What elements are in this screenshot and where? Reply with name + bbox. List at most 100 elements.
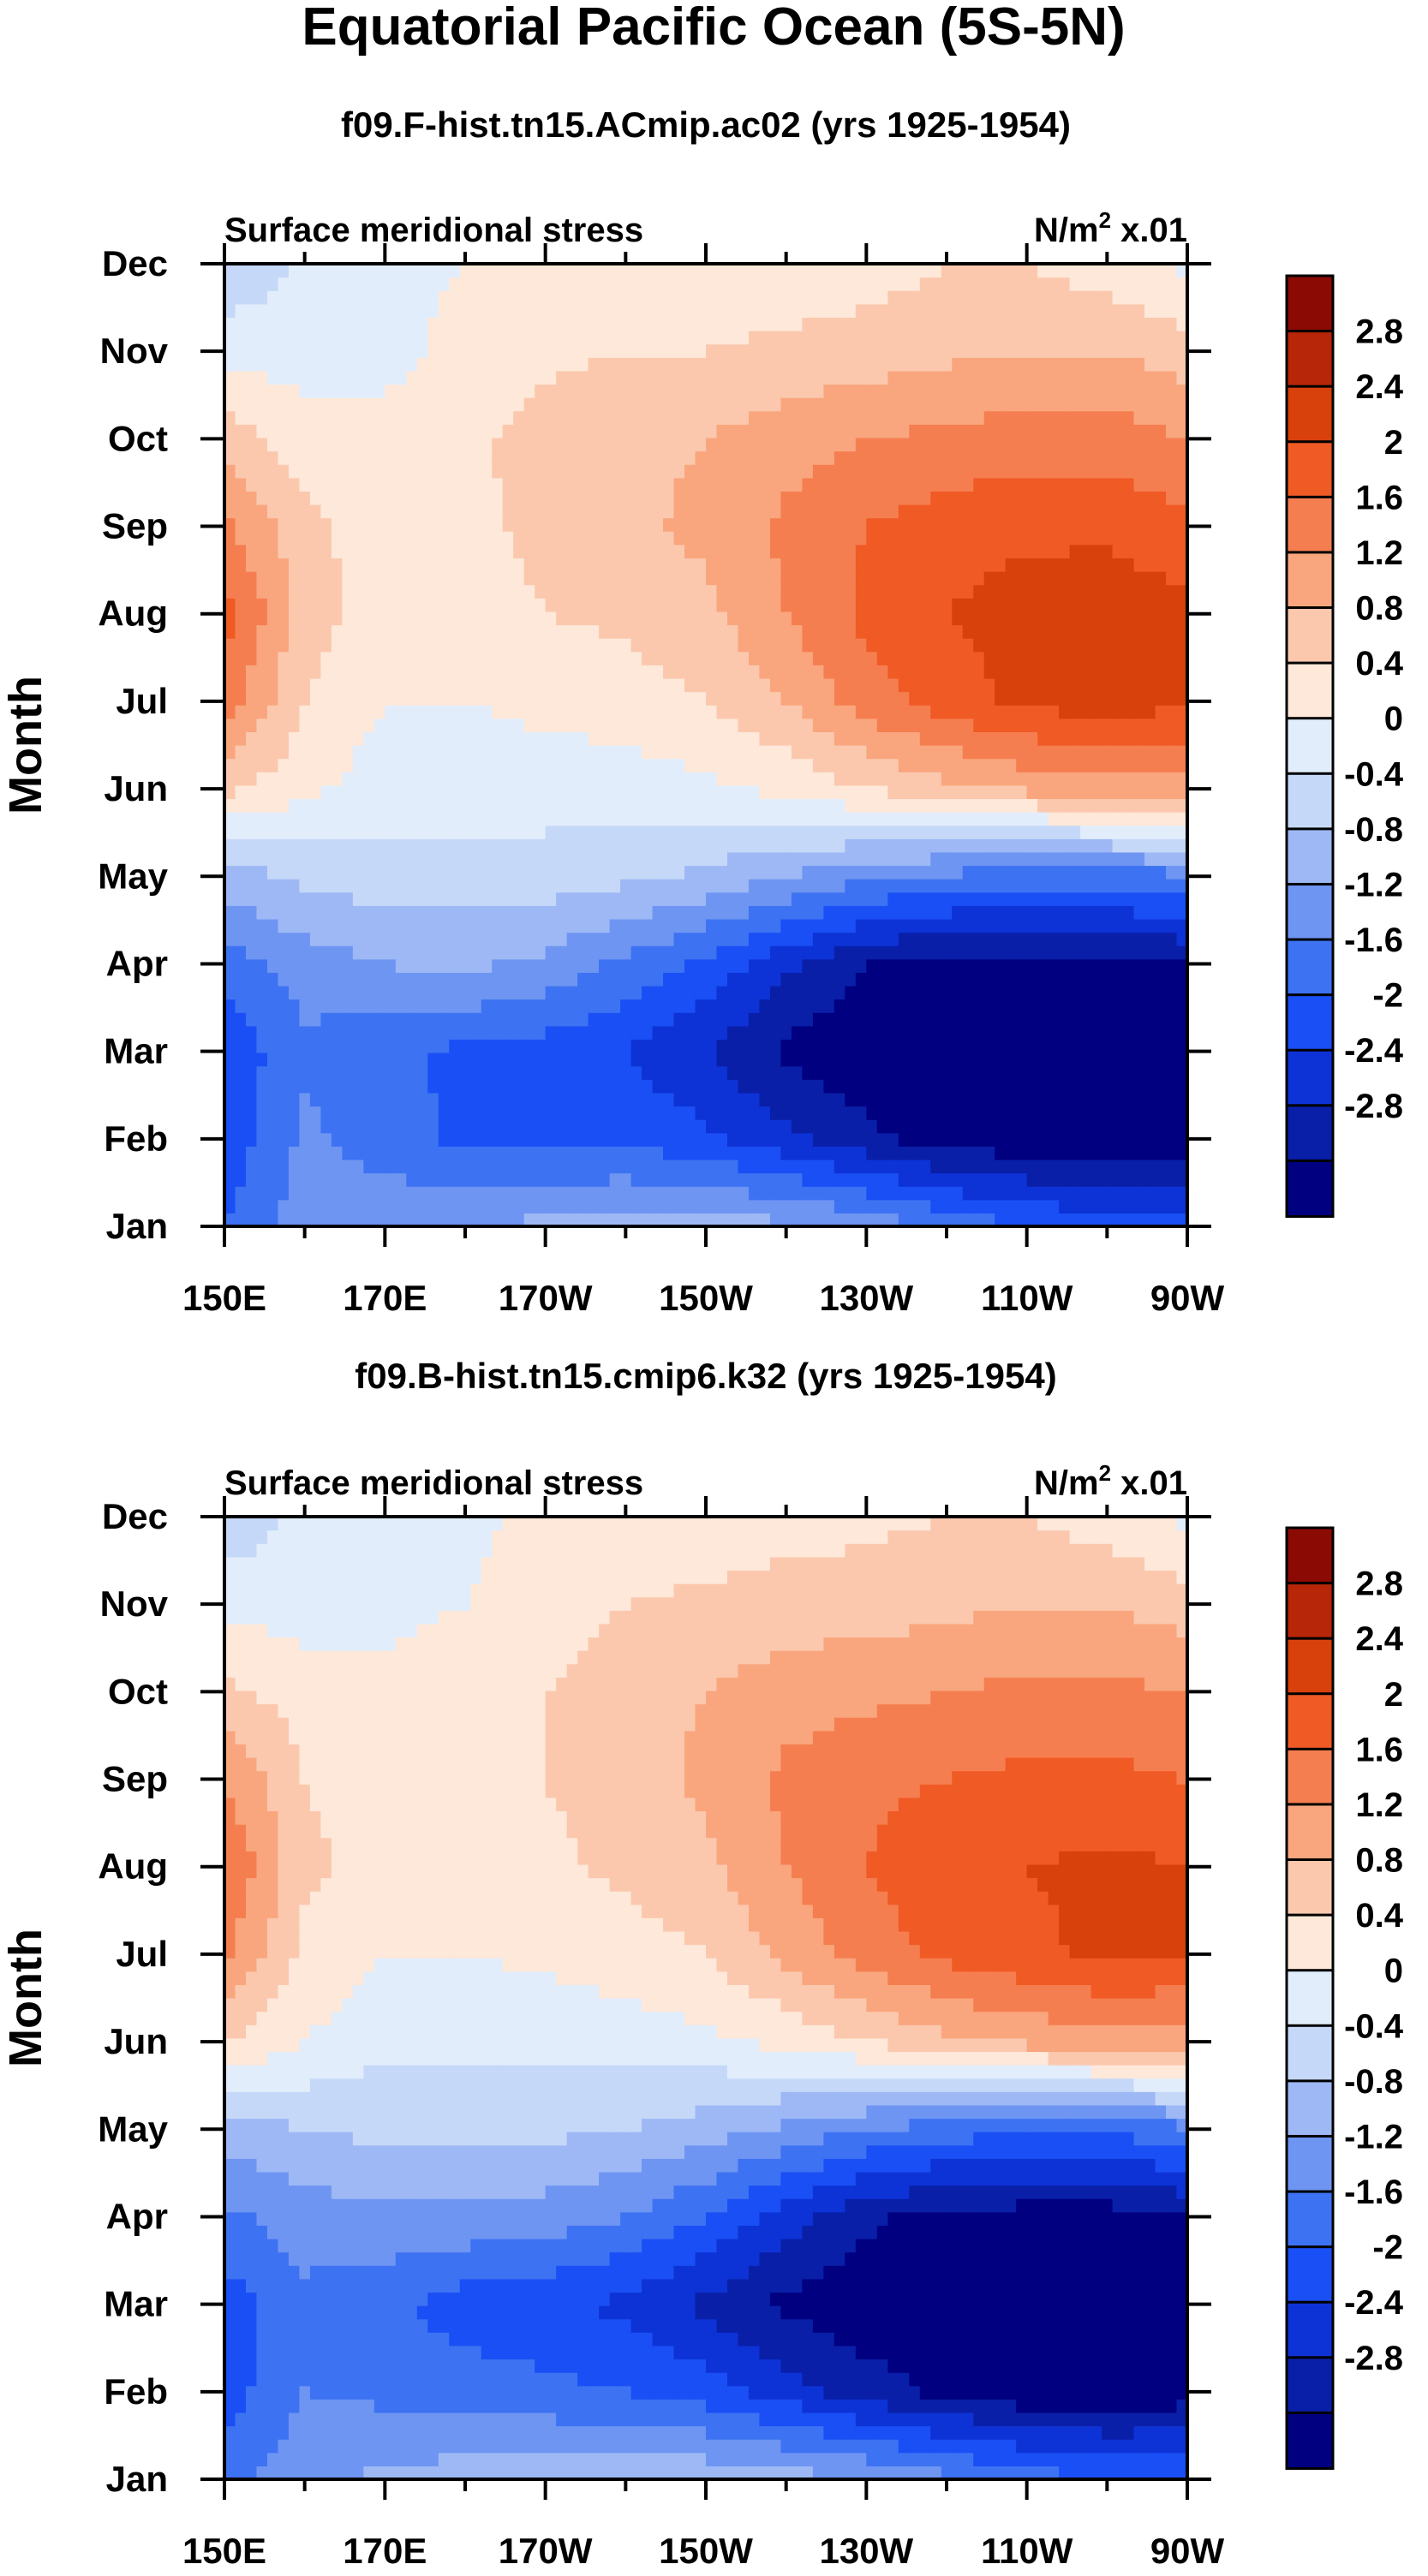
contour-cell bbox=[224, 517, 236, 532]
contour-cell bbox=[352, 838, 364, 853]
contour-cell bbox=[406, 851, 418, 867]
contour-cell bbox=[1176, 1213, 1188, 1227]
contour-cell bbox=[566, 772, 578, 786]
contour-cell bbox=[288, 772, 301, 786]
contour-cell bbox=[962, 1079, 974, 1094]
contour-cell bbox=[224, 1159, 236, 1174]
contour-cell bbox=[577, 1092, 589, 1107]
contour-cell bbox=[823, 558, 835, 572]
contour-cell bbox=[748, 838, 761, 853]
contour-cell bbox=[320, 972, 332, 987]
contour-cell bbox=[1176, 851, 1188, 867]
contour-cell bbox=[449, 932, 461, 946]
contour-cell bbox=[492, 638, 504, 653]
contour-cell bbox=[952, 958, 964, 973]
contour-cell bbox=[352, 1106, 364, 1120]
contour-cell bbox=[288, 851, 301, 867]
contour-cell bbox=[876, 1079, 888, 1094]
contour-cell bbox=[738, 772, 750, 786]
contour-cell bbox=[245, 1039, 258, 1053]
contour-cell bbox=[385, 718, 397, 732]
contour-cell bbox=[235, 972, 247, 987]
contour-cell bbox=[470, 1092, 482, 1107]
contour-cell bbox=[855, 504, 867, 519]
contour-cell bbox=[320, 584, 332, 599]
contour-cell bbox=[845, 745, 857, 760]
contour-cell bbox=[545, 1012, 557, 1027]
contour-cell bbox=[385, 1039, 397, 1053]
contour-cell bbox=[1080, 986, 1092, 1000]
contour-cell bbox=[941, 1025, 953, 1041]
contour-cell bbox=[395, 598, 407, 612]
contour-cell bbox=[876, 544, 888, 559]
contour-cell bbox=[427, 558, 439, 572]
contour-cell bbox=[481, 1039, 493, 1053]
contour-cell bbox=[909, 851, 921, 867]
contour-cell bbox=[352, 1172, 364, 1187]
contour-cell bbox=[235, 1065, 247, 1080]
contour-cell bbox=[909, 825, 921, 839]
contour-cell bbox=[620, 891, 632, 906]
contour-cell bbox=[1166, 638, 1178, 653]
contour-cell bbox=[726, 812, 739, 826]
contour-cell bbox=[684, 504, 696, 519]
contour-cell bbox=[545, 1065, 557, 1080]
contour-cell bbox=[502, 879, 514, 893]
contour-cell bbox=[1176, 879, 1188, 893]
contour-cell bbox=[876, 851, 888, 867]
contour-cell bbox=[673, 598, 685, 612]
contour-cell bbox=[1123, 1159, 1135, 1174]
contour-cell bbox=[1166, 1213, 1178, 1227]
contour-cell bbox=[876, 1132, 888, 1147]
contour-cell bbox=[663, 1132, 675, 1147]
contour-cell bbox=[952, 999, 964, 1013]
contour-cell bbox=[406, 838, 418, 853]
contour-cell bbox=[909, 691, 921, 706]
contour-cell bbox=[663, 784, 675, 800]
contour-cell bbox=[470, 865, 482, 880]
contour-cell bbox=[256, 1199, 268, 1213]
contour-cell bbox=[438, 1025, 450, 1041]
contour-cell bbox=[748, 665, 761, 679]
contour-cell bbox=[706, 1119, 718, 1134]
contour-cell bbox=[535, 838, 547, 853]
contour-cell bbox=[373, 1146, 385, 1160]
contour-cell bbox=[1059, 677, 1071, 693]
contour-cell bbox=[1123, 624, 1135, 639]
contour-cell bbox=[588, 945, 600, 960]
contour-cell bbox=[245, 891, 258, 906]
contour-cell bbox=[481, 945, 493, 960]
contour-cell bbox=[588, 851, 600, 867]
contour-cell bbox=[738, 517, 750, 532]
contour-cell bbox=[599, 932, 611, 946]
contour-cell bbox=[898, 745, 910, 760]
contour-cell bbox=[706, 1065, 718, 1080]
contour-cell bbox=[577, 784, 589, 800]
contour-cell bbox=[299, 517, 311, 532]
contour-cell bbox=[983, 705, 995, 719]
contour-cell bbox=[941, 1213, 953, 1227]
contour-cell bbox=[1090, 544, 1102, 559]
contour-cell bbox=[545, 758, 557, 772]
contour-cell bbox=[726, 1132, 739, 1147]
contour-cell bbox=[449, 1132, 461, 1147]
contour-cell bbox=[288, 504, 301, 519]
contour-cell bbox=[1090, 558, 1102, 572]
contour-cell bbox=[1069, 611, 1081, 626]
contour-cell bbox=[331, 611, 343, 626]
contour-cell bbox=[652, 825, 664, 839]
contour-cell bbox=[983, 504, 995, 519]
contour-cell bbox=[855, 624, 867, 639]
contour-cell bbox=[630, 1025, 642, 1041]
contour-cell bbox=[395, 611, 407, 626]
contour-cell bbox=[385, 531, 397, 546]
contour-cell bbox=[492, 1146, 504, 1160]
contour-cell bbox=[620, 1079, 632, 1094]
contour-cell bbox=[320, 745, 332, 760]
contour-cell bbox=[1080, 958, 1092, 973]
contour-cell bbox=[909, 1119, 921, 1134]
contour-cell bbox=[1176, 838, 1188, 853]
contour-cell bbox=[1005, 1146, 1017, 1160]
contour-cell bbox=[266, 504, 279, 519]
contour-cell bbox=[1133, 1092, 1145, 1107]
